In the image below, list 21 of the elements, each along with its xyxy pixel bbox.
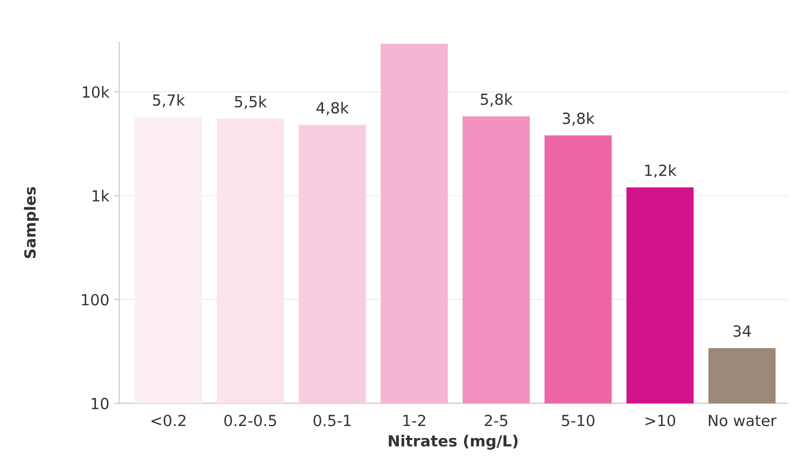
x-tick-label: 1-2 <box>403 414 426 426</box>
x-tick-label: No water <box>708 414 777 426</box>
x-tick-label: 2-5 <box>484 414 508 426</box>
x-tick-label: >10 <box>646 414 676 426</box>
x-tick-label: <0.2 <box>151 414 186 426</box>
y-axis-title: Samples <box>24 187 39 258</box>
x-tick-label: 0.2-0.5 <box>224 414 276 426</box>
y-tick-label: 10k <box>82 86 110 98</box>
y-tick-label: 10 <box>92 398 109 410</box>
x-tick-label: 0.5-1 <box>314 414 351 426</box>
data-label: 4,8k <box>316 102 349 116</box>
data-label: 5,7k <box>153 94 185 108</box>
data-label: 3,8k <box>562 112 595 126</box>
y-tick-label: 1k <box>92 190 110 202</box>
data-label: 34 <box>733 325 751 337</box>
data-label: 5,5k <box>234 96 267 109</box>
data-label: 5,8k <box>480 93 513 107</box>
x-axis-title: Nitrates (mg/L) <box>388 434 518 450</box>
x-tick-label: 5-10 <box>562 414 594 426</box>
y-tick-label: 100 <box>82 294 109 306</box>
data-label: 1,2k <box>645 164 677 178</box>
